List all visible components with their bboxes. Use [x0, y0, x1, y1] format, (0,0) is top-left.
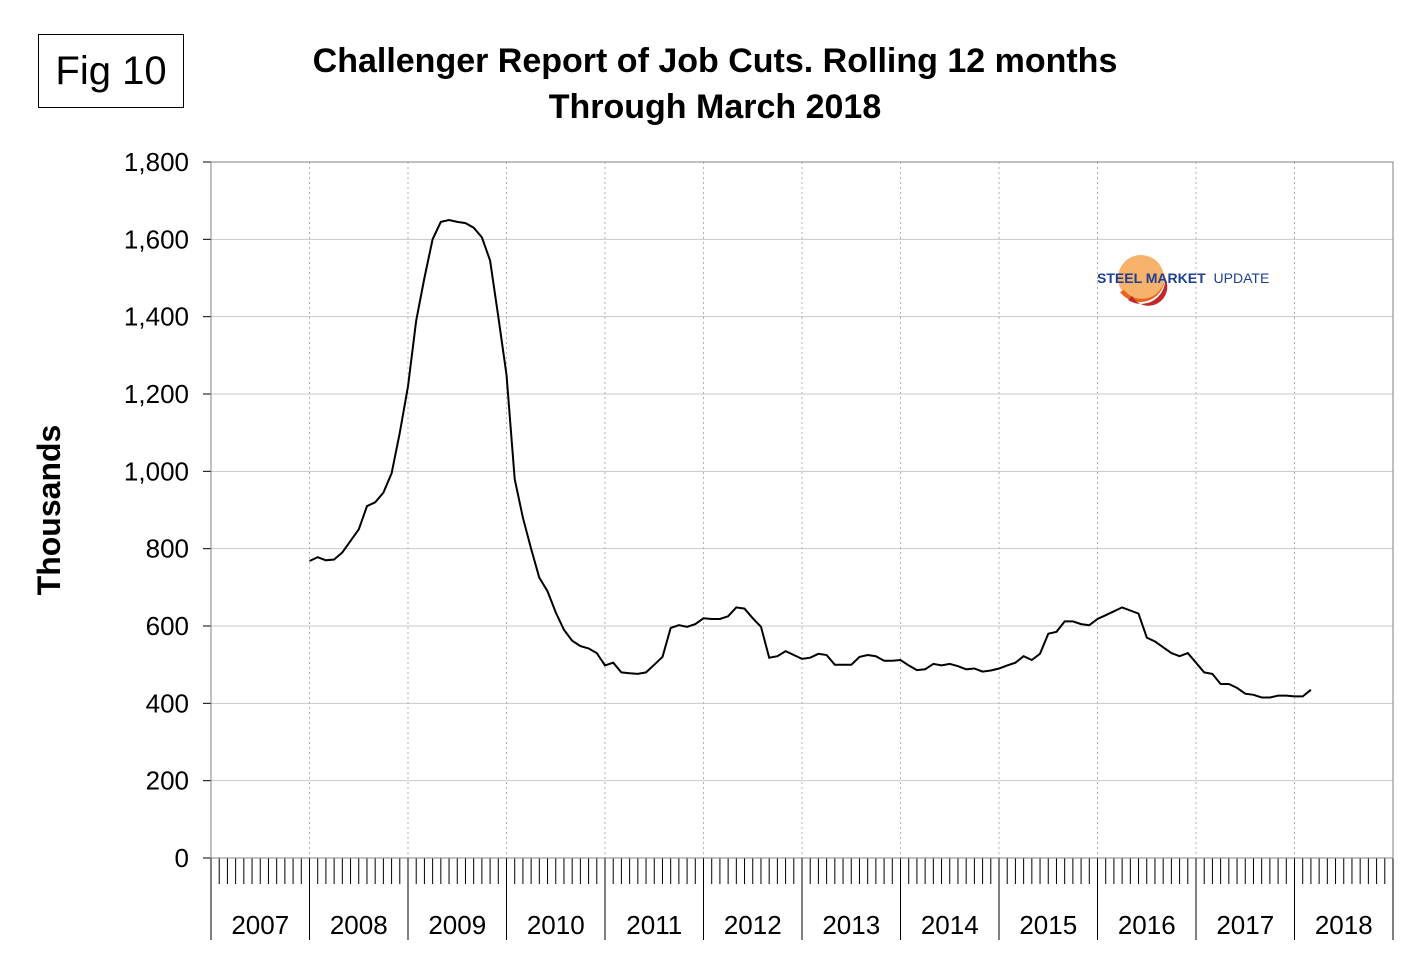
logo-text-regular: UPDATE: [1214, 270, 1270, 286]
y-tick-label: 800: [146, 534, 189, 564]
chart-title-line1: Challenger Report of Job Cuts. Rolling 1…: [312, 42, 1118, 80]
x-tick-label-2018: 2018: [1315, 910, 1373, 940]
x-tick-label-2012: 2012: [724, 910, 782, 940]
y-tick-label: 1,200: [124, 379, 189, 409]
y-axis-label: Thousands: [31, 425, 67, 596]
y-tick-label: 0: [175, 843, 189, 873]
x-tick-label-2017: 2017: [1216, 910, 1274, 940]
logo-swoosh-icon: [1118, 255, 1168, 306]
x-tick-label-2008: 2008: [330, 910, 388, 940]
y-tick-label: 600: [146, 611, 189, 641]
x-axis: 2007 2008 2009 2010 2011 2012 2013 2014 2015 2016…: [210, 858, 1394, 940]
plot-frame: [210, 161, 1394, 859]
x-tick-label-2015: 2015: [1019, 910, 1077, 940]
logo-text-bold: STEEL MARKET: [1097, 270, 1206, 286]
y-tick-label: 200: [146, 766, 189, 796]
x-tick-label-2014: 2014: [921, 910, 979, 940]
x-tick-label-2010: 2010: [527, 910, 585, 940]
grid-lines: [211, 161, 1393, 859]
x-tick-label-2009: 2009: [428, 910, 486, 940]
y-tick-label: 1,800: [124, 147, 189, 177]
x-tick-label-2016: 2016: [1118, 910, 1176, 940]
series-line: [309, 218, 1312, 699]
chart-title-line2: Through March 2018: [548, 88, 882, 126]
x-tick-label-2013: 2013: [822, 910, 880, 940]
y-tick-label: 1,000: [124, 456, 189, 486]
y-tick-label: 400: [146, 688, 189, 718]
y-tick-label: 1,600: [124, 224, 189, 254]
y-axis-ticks: 0 200 400 600 800 1,000 1,200 1,400 1,600 1,800: [124, 147, 211, 873]
x-tick-label-2007: 2007: [231, 910, 289, 940]
y-tick-label: 1,400: [124, 302, 189, 332]
figure-label: Fig 10: [38, 34, 184, 108]
steel-market-update-logo: STEEL MARKET UPDATE: [1097, 255, 1269, 306]
x-tick-label-2011: 2011: [626, 910, 682, 940]
chart-title: Challenger Report of Job Cuts. Rolling 1…: [215, 38, 1215, 130]
logo-text: STEEL MARKET UPDATE: [1097, 270, 1269, 286]
